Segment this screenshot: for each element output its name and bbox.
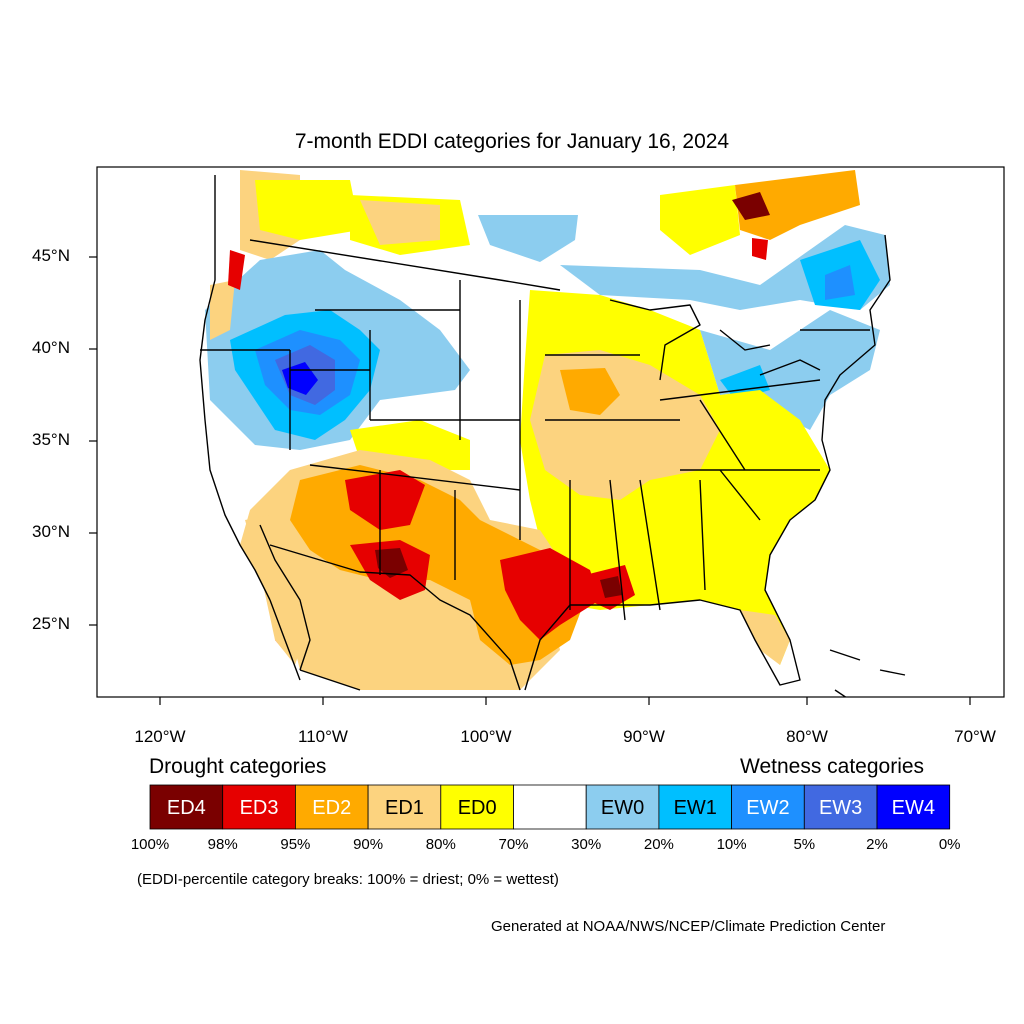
legend-boxes: ED4 ED3 ED2 ED1 ED0 EW0 EW1 EW2 EW3 EW4	[149, 784, 951, 830]
lat-tick-label-35: 35°N	[32, 430, 70, 449]
axis-ticks	[89, 256, 971, 705]
ed0-ontario	[660, 185, 740, 255]
lat-tick-label-30: 30°N	[32, 522, 70, 541]
percentile-break-label: 95%	[280, 836, 311, 853]
ew2-northeast	[825, 265, 855, 300]
legend-label-ew2: EW2	[746, 797, 789, 819]
lon-tick-label-90: 90°W	[623, 727, 665, 746]
legend-box-ed0	[440, 784, 514, 830]
ed4-louisiana	[600, 576, 622, 598]
lat-tick-label-40: 40°N	[32, 338, 70, 357]
ew0-great-lakes-north	[560, 225, 890, 310]
ed0-northern-rockies	[255, 180, 360, 240]
percentile-break-label: 5%	[793, 836, 816, 853]
state-lines-central	[519, 300, 706, 621]
lon-tick-label-120: 120°W	[134, 727, 186, 746]
ed2-iowa	[560, 368, 620, 415]
ed1-saskatchewan	[360, 200, 440, 245]
percentile-break-label: 20%	[643, 836, 674, 853]
legend-label-ed3: ED3	[240, 797, 279, 819]
legend-label-ew0: EW0	[601, 797, 644, 819]
percentile-break-label: 30%	[571, 836, 602, 853]
state-lines-west	[200, 280, 521, 580]
ew0-ohio-valley-northeast	[700, 310, 880, 430]
map-title: 7-month EDDI categories for January 16, …	[294, 130, 730, 153]
credit-line: Generated at NOAA/NWS/NCEP/Climate Predi…	[491, 918, 886, 935]
legend-box-ew2	[731, 784, 805, 830]
legend-label-ew4: EW4	[892, 797, 935, 819]
ed1-oregon-coast	[210, 280, 235, 340]
legend-box-ed2	[294, 784, 369, 830]
percentile-break-label: 100%	[130, 836, 170, 853]
lon-tick-label-80: 80°W	[786, 727, 828, 746]
map-panel	[199, 170, 906, 697]
ew0-manitoba	[478, 215, 578, 262]
ed3-new-mexico	[345, 470, 425, 530]
mexico-border	[269, 544, 521, 691]
ed1-florida	[740, 610, 790, 665]
ed4-chihuahua	[375, 548, 408, 578]
category-breaks-note: (EDDI-percentile category breaks: 100% =…	[137, 871, 559, 888]
us-coastline	[199, 175, 891, 691]
ed3-texas	[500, 548, 600, 640]
percentile-break-label: 2%	[866, 836, 888, 853]
legend-box-ed3	[222, 784, 296, 830]
mexico-coastline	[259, 524, 311, 681]
ed3-ontario-spot	[752, 238, 768, 260]
ed2-quebec	[735, 170, 860, 240]
percentile-break-label: 90%	[353, 836, 384, 853]
legend-box-ew3	[803, 784, 878, 830]
lon-tick-label-70: 70°W	[954, 727, 996, 746]
drought-categories-header: Drought categories	[149, 755, 327, 778]
legend-box-ew0	[585, 784, 660, 830]
legend-box-ew4	[876, 784, 951, 830]
legend-box-neutral	[513, 784, 587, 830]
canada-border	[249, 239, 561, 291]
lon-tick-label-110: 110°W	[298, 727, 348, 746]
wetness-categories-header: Wetness categories	[740, 755, 925, 778]
state-lines-east	[659, 329, 870, 521]
great-lakes-outline	[609, 299, 821, 381]
percentile-break-label: 70%	[498, 836, 529, 853]
percentile-break-label: 0%	[938, 836, 961, 853]
caribbean-islands	[829, 649, 906, 697]
ed3-washington-coast	[228, 250, 245, 290]
percentile-break-label: 10%	[716, 836, 747, 853]
map-frame	[96, 166, 1005, 698]
ed4-quebec	[732, 192, 770, 220]
legend-label-ew3: EW3	[819, 797, 862, 819]
legend-label-ew1: EW1	[674, 797, 717, 819]
legend-label-ed1: ED1	[385, 797, 424, 819]
lat-tick-label-45: 45°N	[32, 246, 70, 265]
legend-label-ed2: ED2	[312, 797, 351, 819]
percentile-break-label: 80%	[425, 836, 456, 853]
lat-tick-label-25: 25°N	[32, 614, 70, 633]
legend-box-ed1	[367, 784, 442, 830]
percentile-break-label: 98%	[207, 836, 238, 853]
legend-label-ed0: ED0	[458, 797, 497, 819]
lon-tick-label-100: 100°W	[460, 727, 512, 746]
legend-label-ed4: ED4	[167, 797, 206, 819]
